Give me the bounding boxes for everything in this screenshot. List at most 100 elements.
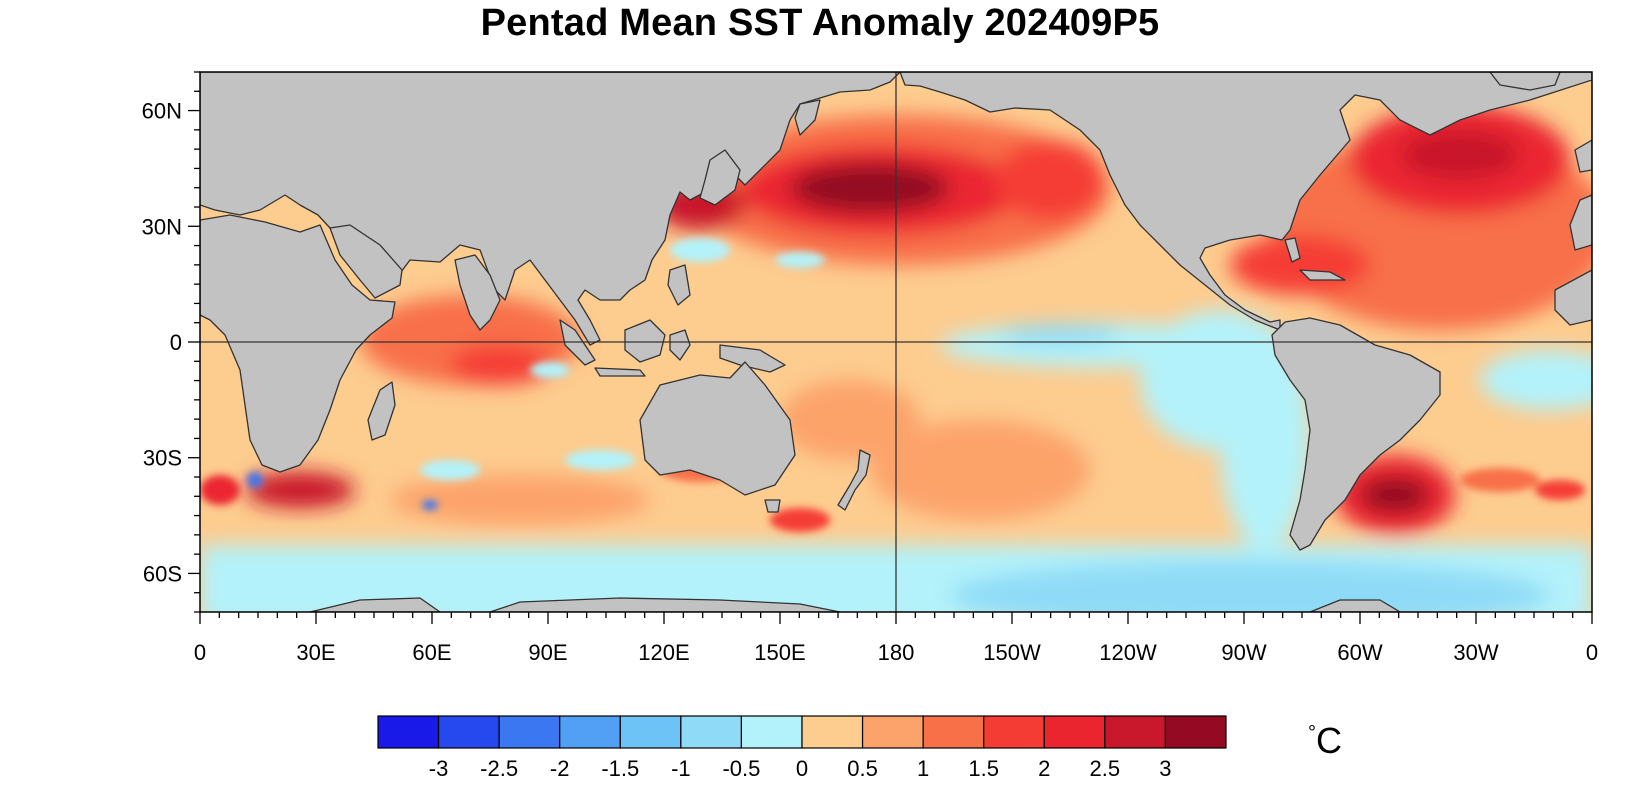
land-north-america — [899, 72, 1592, 331]
colorbar-label: 2 — [1038, 756, 1050, 781]
colorbar-swatch — [377, 715, 440, 749]
land-greenland — [1489, 72, 1561, 91]
land-borneo — [624, 319, 666, 363]
na-warm-core — [1400, 130, 1520, 180]
colorbar-swatch — [861, 715, 924, 749]
land-antarctica-2 — [489, 597, 841, 612]
lat-label: 30N — [142, 214, 182, 239]
land — [200, 72, 1592, 612]
antarctic-cool — [200, 570, 1200, 612]
lon-label: 60E — [412, 640, 451, 665]
colorbar-label: -0.5 — [722, 756, 760, 781]
south-indian-mix — [390, 475, 650, 525]
peru-cool — [1220, 330, 1310, 550]
lon-label: 120W — [1099, 640, 1157, 665]
land-kamchatka — [794, 99, 821, 136]
land-new-guinea — [719, 344, 786, 373]
lon-label: 30W — [1453, 640, 1498, 665]
unit-label: °C — [1308, 720, 1342, 762]
lon-label: 0 — [194, 640, 206, 665]
land-europe-west — [1569, 194, 1592, 251]
indian-warm-core — [450, 345, 550, 385]
speckle-cool-5 — [775, 252, 825, 268]
lon-label: 90W — [1221, 640, 1266, 665]
land-antarctica-1 — [309, 597, 441, 612]
land-arabia — [329, 224, 403, 299]
latitude-labels: 60N 30N 0 30S 60S — [142, 99, 182, 587]
lon-label: 90E — [528, 640, 567, 665]
degree-symbol: ° — [1308, 722, 1316, 744]
lon-label: 150E — [754, 640, 805, 665]
speckle-warm-6 — [770, 508, 830, 532]
colorbar-label: 0 — [796, 756, 808, 781]
land-australia — [639, 361, 796, 496]
land-cuba — [1299, 269, 1346, 281]
land-africa — [200, 214, 396, 473]
land-sulawesi — [669, 329, 691, 361]
speckle-cool-2 — [565, 450, 635, 470]
land-uk — [1574, 139, 1592, 173]
lon-label: 120E — [638, 640, 689, 665]
speckle-warm-4 — [1535, 480, 1585, 500]
sp-warm-2 — [780, 380, 920, 460]
colorbar-swatch — [1043, 715, 1106, 749]
land-antarctica-3 — [1309, 599, 1401, 612]
colorbar-label: 2.5 — [1090, 756, 1121, 781]
colorbar-label: 1.5 — [968, 756, 999, 781]
land-madagascar — [367, 381, 396, 441]
speckle-cool-1 — [420, 460, 480, 480]
lon-label: 30E — [296, 640, 335, 665]
colorbar-label: -1.5 — [601, 756, 639, 781]
speckle-cool-4 — [530, 362, 570, 378]
colorbar-label: -1 — [671, 756, 691, 781]
eq-core-cool — [1000, 325, 1120, 345]
colorbar-label: -3 — [429, 756, 449, 781]
lat-label: 0 — [170, 330, 182, 355]
colorbar-swatch — [740, 715, 803, 749]
longitude-labels: 0 30E 60E 90E 120E 150E 180 150W 120W 90W 60W 30W 0 — [194, 640, 1598, 665]
colorbar-swatch — [559, 715, 621, 749]
colorbar-label: -2.5 — [480, 756, 518, 781]
sp-warm-1 — [870, 420, 1090, 520]
colorbar — [377, 715, 1227, 749]
speckle-blue-2 — [247, 472, 263, 488]
speckle-warm-2 — [200, 475, 240, 505]
ne-pacific-warm — [995, 140, 1105, 220]
land-new-zealand — [837, 449, 871, 511]
colorbar-swatch — [680, 715, 743, 749]
land-south-america — [1271, 317, 1441, 551]
land-java — [594, 367, 646, 377]
land-tasmania — [764, 499, 781, 513]
colorbar-swatch — [498, 715, 561, 749]
lat-label: 60S — [143, 561, 182, 586]
colorbar-swatch — [1104, 715, 1167, 749]
colorbar-label: 3 — [1159, 756, 1171, 781]
land-philippines — [667, 264, 691, 306]
colorbar-swatch — [801, 715, 864, 749]
lon-label: 60W — [1337, 640, 1382, 665]
lon-label: 0 — [1586, 640, 1598, 665]
lat-label: 60N — [142, 99, 182, 124]
speckle-warm-3 — [1460, 468, 1540, 492]
sw-pacific-cool — [950, 560, 1550, 612]
land-japan — [699, 149, 741, 206]
colorbar-swatch — [922, 715, 985, 749]
colorbar-label: 0.5 — [847, 756, 878, 781]
lon-label: 180 — [878, 640, 915, 665]
np-warm-core — [790, 163, 950, 213]
colorbar-label: 1 — [917, 756, 929, 781]
land-india — [454, 254, 501, 331]
colorbar-swatch — [1164, 715, 1227, 749]
colorbar-swatch — [983, 715, 1045, 749]
land-africa-west — [1554, 269, 1592, 326]
s-atlantic-cool — [1480, 350, 1592, 410]
axis-ticks — [188, 71, 1593, 624]
colorbar-label: -2 — [550, 756, 570, 781]
colorbar-swatch — [619, 715, 682, 749]
sa-warm-core — [1360, 477, 1430, 513]
land-florida — [1284, 237, 1301, 263]
unit-celsius: C — [1316, 720, 1342, 761]
speckle-cool-3 — [670, 238, 730, 262]
colorbar-swatch — [437, 715, 500, 749]
